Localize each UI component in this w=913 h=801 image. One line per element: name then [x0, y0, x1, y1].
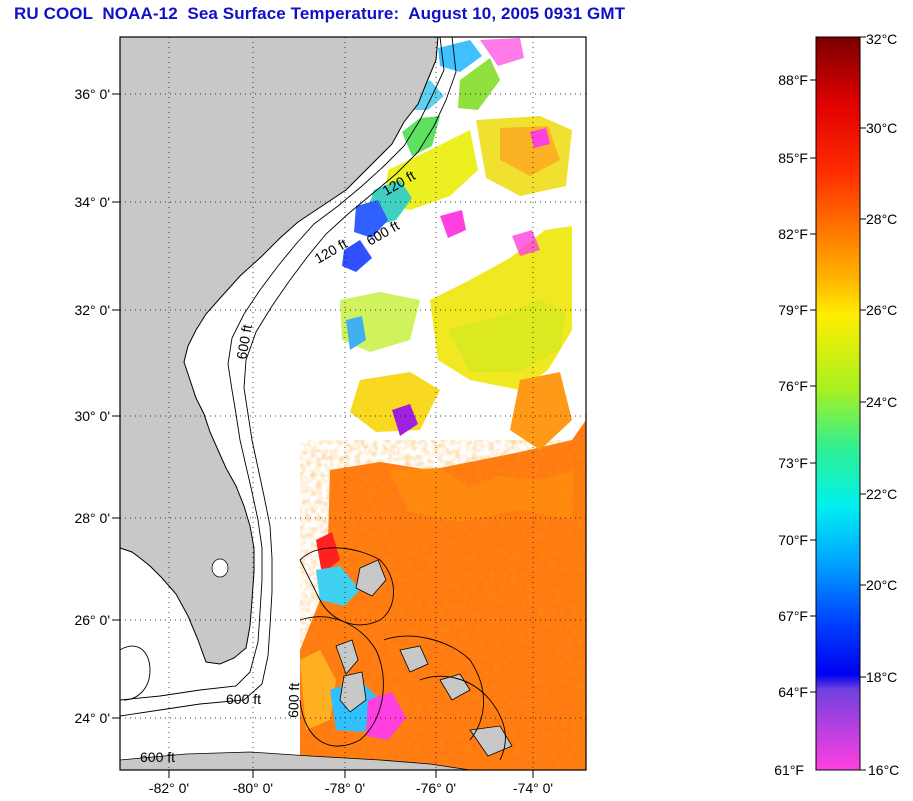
isobath-label: 600 ft: [140, 749, 175, 765]
colorbar-celsius-label: 22°C: [866, 486, 897, 502]
map-title: RU COOL NOAA-12 Sea Surface Temperature:…: [14, 4, 626, 23]
lat-label: 24° 0': [74, 710, 110, 726]
colorbar-fahrenheit-label: 73°F: [778, 455, 808, 471]
colorbar-celsius-label: 18°C: [866, 669, 897, 685]
lat-label: 30° 0': [74, 408, 110, 424]
colorbar-ticks: [810, 36, 866, 771]
lon-label: -74° 0': [513, 780, 553, 796]
lat-label: 28° 0': [74, 510, 110, 526]
lat-label: 26° 0': [74, 612, 110, 628]
colorbar-fahrenheit-label: 79°F: [778, 302, 808, 318]
colorbar-celsius-label: 20°C: [866, 577, 897, 593]
lon-label: -80° 0': [233, 780, 273, 796]
axis-ticks: [112, 93, 534, 778]
colorbar-fahrenheit-label: 70°F: [778, 532, 808, 548]
lat-label: 36° 0': [74, 86, 110, 102]
colorbar-celsius-label: 26°C: [866, 302, 897, 318]
lat-label: 34° 0': [74, 194, 110, 210]
isobath-label: 600 ft: [285, 682, 302, 718]
colorbar-fahrenheit-label: 76°F: [778, 378, 808, 394]
colorbar: [815, 36, 861, 771]
lat-label: 32° 0': [74, 302, 110, 318]
land-mass: [120, 37, 439, 665]
graticule: [120, 37, 586, 770]
colorbar-fahrenheit-label: 82°F: [778, 226, 808, 242]
colorbar-celsius-label: 24°C: [866, 394, 897, 410]
lon-label: -78° 0': [325, 780, 365, 796]
colorbar-fahrenheit-label: 64°F: [778, 684, 808, 700]
isobath-label: 600 ft: [226, 691, 261, 707]
lake-icon: [211, 558, 229, 578]
bahamas-islands: [335, 559, 513, 757]
colorbar-celsius-label: 28°C: [866, 211, 897, 227]
lon-label: -82° 0': [149, 780, 189, 796]
colorbar-fahrenheit-label: 67°F: [778, 608, 808, 624]
cuba-coast: [120, 751, 471, 770]
colorbar-celsius-label: 30°C: [866, 120, 897, 136]
colorbar-celsius-label: 32°C: [866, 31, 897, 47]
colorbar-fahrenheit-label: 88°F: [778, 72, 808, 88]
lon-label: -76° 0': [416, 780, 456, 796]
colorbar-fahrenheit-label: 61°F: [774, 762, 804, 778]
isobath-label: 600 ft: [233, 323, 255, 360]
isobath-lines: [120, 37, 506, 761]
colorbar-celsius-label: 16°C: [868, 762, 899, 778]
map-frame: [119, 36, 587, 771]
colorbar-fahrenheit-label: 85°F: [778, 150, 808, 166]
sst-data: [300, 38, 586, 770]
